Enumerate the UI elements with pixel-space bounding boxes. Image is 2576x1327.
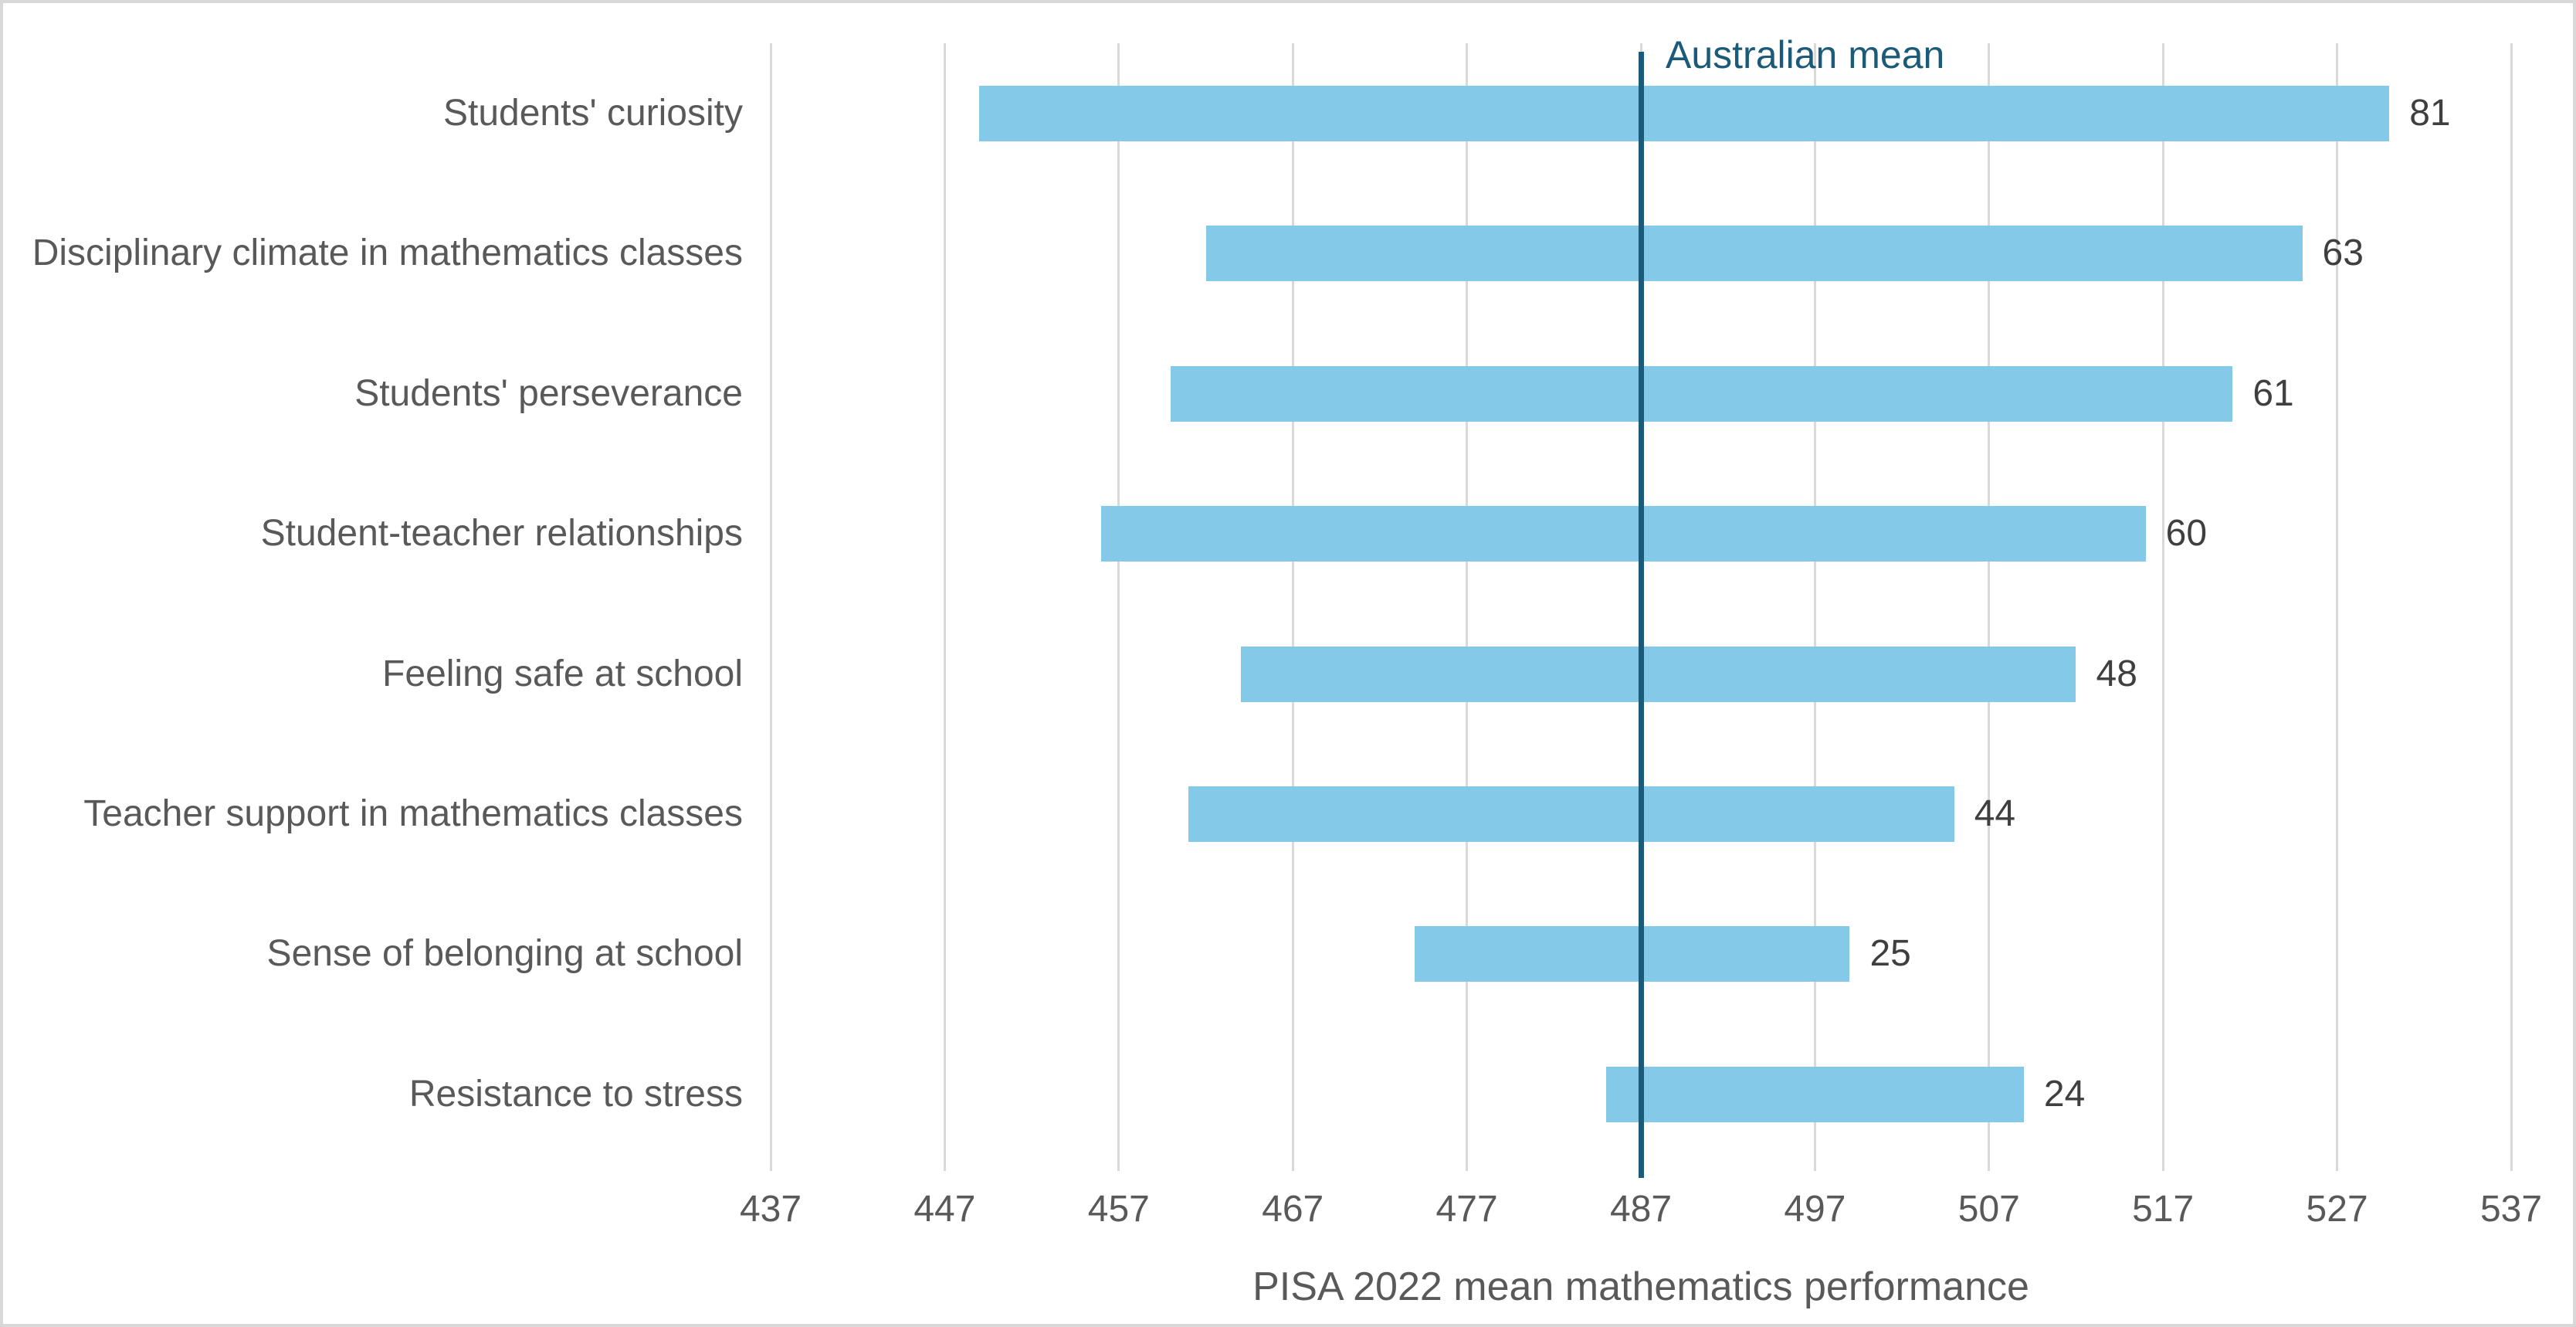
x-tick-label: 457 <box>1087 1189 1150 1230</box>
x-gridline <box>1988 43 1991 1171</box>
bar-value-label: 61 <box>2252 372 2294 414</box>
category-label: Disciplinary climate in mathematics clas… <box>32 232 743 274</box>
x-gridline <box>1117 43 1120 1171</box>
reference-line <box>1638 52 1644 1178</box>
range-bar <box>1605 1066 2024 1122</box>
x-gridline <box>769 43 772 1171</box>
bar-value-label: 24 <box>2043 1073 2086 1115</box>
x-tick-label: 467 <box>1262 1189 1324 1230</box>
bar-value-label: 25 <box>1869 933 1911 975</box>
x-tick-label: 537 <box>2479 1189 2543 1230</box>
x-gridline <box>2161 43 2164 1171</box>
range-bar <box>1240 646 2076 702</box>
category-label: Student-teacher relationships <box>260 513 743 555</box>
range-bar <box>979 86 2390 141</box>
category-label: Sense of belonging at school <box>266 933 743 975</box>
bar-value-label: 63 <box>2322 232 2364 274</box>
reference-line-label: Australian mean <box>1666 33 1945 76</box>
x-gridline <box>1813 43 1816 1171</box>
x-gridline <box>1291 43 1294 1171</box>
x-tick-label: 487 <box>1609 1189 1673 1230</box>
x-gridline <box>943 43 946 1171</box>
x-axis-title: PISA 2022 mean mathematics performance <box>1252 1264 2029 1309</box>
category-label: Students' perseverance <box>354 372 743 414</box>
x-tick-label: 437 <box>739 1189 802 1230</box>
category-label: Teacher support in mathematics classes <box>83 793 743 834</box>
x-tick-label: 477 <box>1435 1189 1498 1230</box>
range-bar <box>1171 365 2233 422</box>
x-gridline <box>2336 43 2339 1171</box>
x-gridline <box>1466 43 1469 1171</box>
category-label: Students' curiosity <box>442 93 743 134</box>
x-tick-label: 527 <box>2306 1189 2368 1230</box>
range-bar <box>1414 926 1850 983</box>
x-tick-label: 507 <box>1957 1189 2020 1230</box>
bar-value-label: 60 <box>2165 513 2208 555</box>
bar-value-label: 48 <box>2096 653 2137 694</box>
bar-value-label: 81 <box>2409 93 2451 134</box>
range-bar <box>1101 506 2146 562</box>
category-label: Feeling safe at school <box>382 653 743 694</box>
range-bar <box>1205 226 2303 282</box>
x-tick-label: 447 <box>913 1189 976 1230</box>
range-bar <box>1188 786 1954 842</box>
category-label: Resistance to stress <box>408 1073 743 1115</box>
x-tick-label: 517 <box>2132 1189 2195 1230</box>
x-tick-label: 497 <box>1784 1189 1846 1230</box>
x-gridline <box>2510 43 2513 1171</box>
bar-value-label: 44 <box>1974 793 2016 834</box>
